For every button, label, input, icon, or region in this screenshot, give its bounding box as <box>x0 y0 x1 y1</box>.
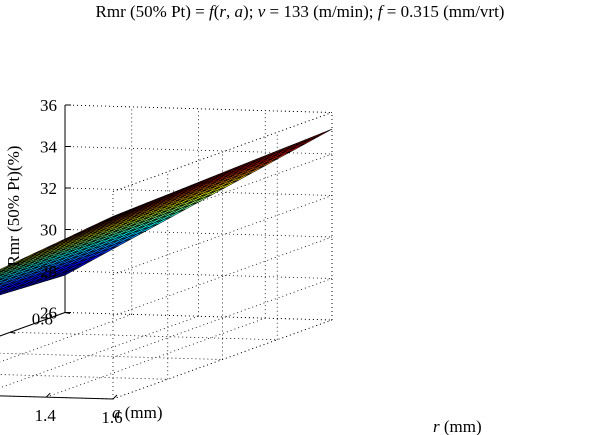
a-tick-mark <box>10 331 16 334</box>
axes <box>0 104 118 400</box>
grid-line <box>64 270 333 279</box>
grid-lines <box>0 104 333 400</box>
grid-line <box>0 374 168 380</box>
z-tick-label: 30 <box>40 221 57 240</box>
surface-mesh <box>0 128 333 296</box>
grid-line <box>64 312 333 321</box>
r-tick-mark <box>45 392 51 398</box>
r-tick-mark <box>112 394 118 400</box>
grid-line <box>10 331 278 341</box>
z-tick-label: 36 <box>40 96 57 115</box>
r-axis-label: r (mm) <box>433 417 482 435</box>
grid-line <box>64 104 333 113</box>
grid-line <box>112 112 333 192</box>
a-axis-label: a (mm) <box>112 403 163 422</box>
surface-patch <box>0 273 6 277</box>
surface-patch <box>0 269 7 273</box>
r-tick-label: 1.6 <box>101 408 122 427</box>
z-axis-label: Rmr (50% Pt)(%) <box>4 146 23 267</box>
z-tick-label: 26 <box>40 304 57 323</box>
a-tick-mark <box>64 312 71 314</box>
a-tick-label: 0.8 <box>32 310 53 329</box>
surface-patch <box>0 287 5 291</box>
grid-line <box>0 352 223 360</box>
surface-patch <box>0 273 10 280</box>
grid-line <box>0 315 199 389</box>
surface-patch <box>0 289 9 295</box>
grid-line <box>112 153 333 234</box>
surface-patch <box>0 269 11 276</box>
surface-patch <box>0 277 6 281</box>
r-tick-label: 1.4 <box>35 406 57 425</box>
a-axis-line <box>0 312 66 337</box>
surface-patch <box>0 282 5 286</box>
z-tick-label: 28 <box>40 262 57 281</box>
surface-patch <box>0 283 9 289</box>
chart-title: Rmr (50% Pt) = f(r, a); v = 133 (m/min);… <box>95 2 505 21</box>
grid-line <box>0 313 132 363</box>
surface-patch <box>0 266 11 272</box>
surface-patch <box>0 263 16 271</box>
grid-line <box>64 146 333 155</box>
surface-patch <box>0 269 2 271</box>
grid-line <box>64 187 333 196</box>
grid-line <box>112 278 333 358</box>
surface-patch <box>0 276 2 278</box>
surface-patch <box>0 278 10 284</box>
grid-line <box>112 236 333 317</box>
z-tick-label: 32 <box>40 179 57 198</box>
surface-patch <box>0 272 2 275</box>
surface-patch <box>0 284 14 293</box>
z-tick-label: 34 <box>40 138 58 157</box>
r-axis-line <box>0 395 114 400</box>
